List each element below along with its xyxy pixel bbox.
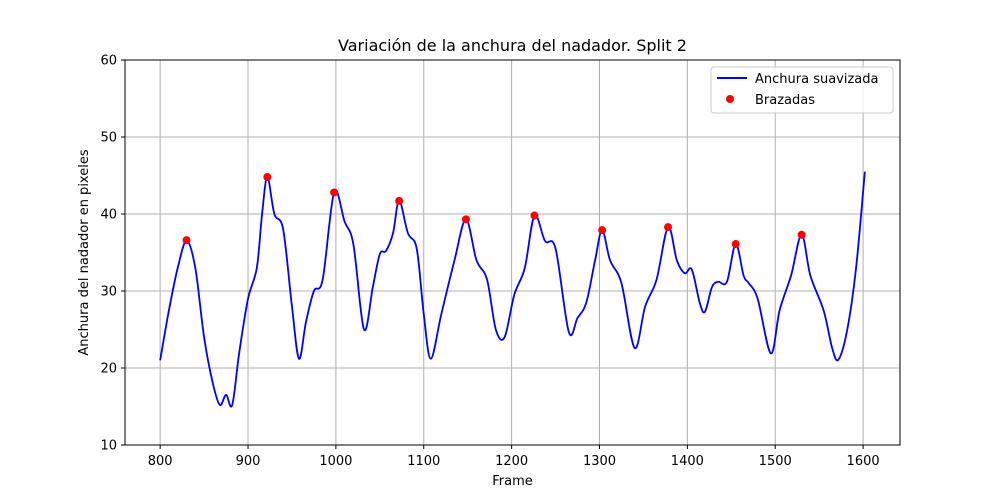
legend-marker-swatch	[726, 95, 734, 103]
x-tick-label: 1600	[847, 454, 880, 469]
chart-title: Variación de la anchura del nadador. Spl…	[338, 36, 687, 55]
brazada-point	[798, 231, 806, 239]
x-tick-label: 1400	[671, 454, 704, 469]
brazada-point	[530, 212, 538, 220]
x-axis-label: Frame	[492, 474, 533, 489]
y-tick-label: 30	[100, 285, 117, 300]
brazada-point	[664, 223, 672, 231]
x-tick-label: 1100	[407, 454, 440, 469]
x-tick-label: 1200	[495, 454, 528, 469]
y-tick-label: 50	[100, 131, 117, 146]
brazada-point	[732, 240, 740, 248]
plot-background	[125, 60, 900, 445]
x-tick-label: 900	[236, 454, 261, 469]
x-tick-label: 1000	[319, 454, 352, 469]
legend-label-markers: Brazadas	[755, 93, 815, 108]
brazada-point	[598, 226, 606, 234]
brazada-point	[462, 215, 470, 223]
y-tick-label: 60	[100, 54, 117, 69]
x-tick-label: 800	[148, 454, 173, 469]
brazada-point	[183, 236, 191, 244]
legend-label-line: Anchura suavizada	[755, 72, 879, 87]
y-axis-label: Anchura del nadador en pixeles	[77, 149, 92, 355]
x-tick-label: 1500	[759, 454, 792, 469]
brazada-point	[395, 197, 403, 205]
brazada-point	[330, 188, 338, 196]
legend: Anchura suavizada Brazadas	[711, 67, 893, 113]
x-tick-label: 1300	[583, 454, 616, 469]
brazada-point	[263, 173, 271, 181]
y-tick-label: 10	[100, 439, 117, 454]
y-tick-label: 40	[100, 208, 117, 223]
y-tick-label: 20	[100, 362, 117, 377]
